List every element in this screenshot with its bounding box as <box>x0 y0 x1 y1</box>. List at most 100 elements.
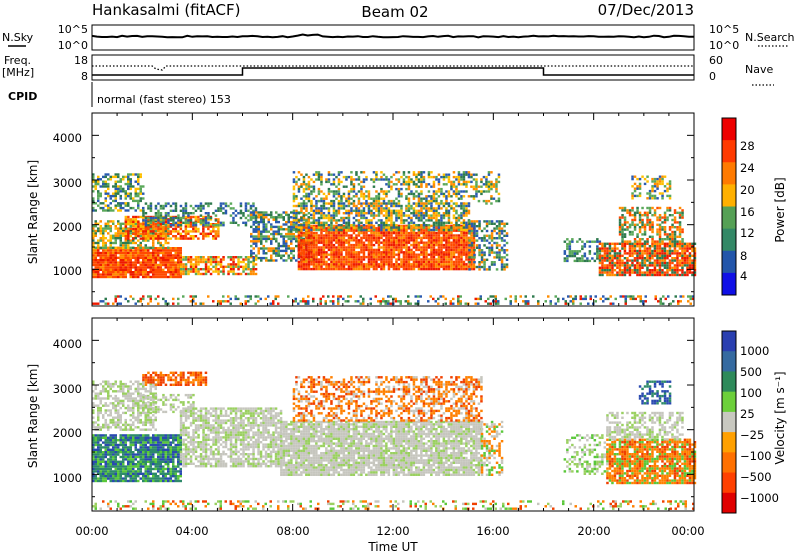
power-echo-cell <box>177 216 180 220</box>
power-echo-cell <box>400 231 403 235</box>
power-echo-cell <box>197 260 200 264</box>
power-echo-cell <box>114 254 117 257</box>
power-echo-cell <box>440 226 443 229</box>
power-echo-cell <box>327 295 330 298</box>
power-echo-cell <box>112 199 115 203</box>
power-echo-cell <box>312 197 316 200</box>
power-echo-cell <box>112 302 115 305</box>
noise-tick-right-bottom: 10^0 <box>709 39 739 52</box>
power-echo-cell <box>134 254 137 257</box>
power-echo-cell <box>179 232 183 235</box>
power-echo-cell <box>217 207 220 210</box>
power-echo-cell <box>162 237 165 240</box>
power-echo-cell <box>345 263 348 266</box>
power-echo-cell <box>412 192 416 196</box>
power-echo-cell <box>104 273 107 276</box>
power-echo-cell <box>437 267 441 271</box>
power-echo-cell <box>415 226 418 229</box>
power-echo-cell <box>302 204 306 208</box>
power-echo-cell <box>497 302 500 305</box>
power-echo-cell <box>342 239 346 242</box>
power-echo-cell <box>498 227 501 230</box>
power-echo-cell <box>219 221 223 224</box>
power-echo-cell <box>109 249 112 252</box>
power-echo-cell <box>317 190 321 193</box>
power-echo-cell <box>124 259 127 262</box>
power-echo-cell <box>485 178 488 181</box>
power-echo-cell <box>432 180 436 184</box>
power-echo-cell <box>164 237 167 240</box>
power-echo-cell <box>224 204 228 208</box>
power-echo-cell <box>122 178 125 181</box>
power-echo-cell <box>571 240 574 243</box>
power-echo-cell <box>322 246 326 249</box>
power-echo-cell <box>282 259 285 262</box>
power-echo-cell <box>405 236 408 240</box>
power-echo-cell <box>420 216 423 220</box>
power-echo-cell <box>250 252 253 255</box>
power-echo-cell <box>217 268 220 271</box>
power-echo-cell <box>260 256 263 260</box>
power-echo-cell <box>305 195 308 198</box>
power-echo-cell <box>310 231 313 235</box>
power-echo-cell <box>107 249 110 252</box>
power-echo-cell <box>134 220 138 223</box>
freq-line <box>92 67 694 76</box>
power-echo-cell <box>442 231 446 235</box>
power-echo-cell <box>596 254 599 258</box>
power-echo-cell <box>483 239 486 242</box>
power-echo-cell <box>127 263 130 267</box>
power-echo-cell <box>262 228 265 231</box>
power-echo-cell <box>325 178 328 181</box>
power-echo-cell <box>435 227 438 230</box>
power-echo-cell <box>192 235 195 238</box>
power-echo-cell <box>352 185 356 188</box>
power-echo-cell <box>387 263 391 266</box>
power-echo-cell <box>285 232 288 236</box>
power-echo-cell <box>157 249 160 252</box>
power-echo-cell <box>154 218 158 221</box>
power-echo-cell <box>602 300 605 303</box>
power-echo-cell <box>367 192 371 196</box>
power-echo-cell <box>485 258 489 261</box>
power-echo-cell <box>355 255 358 259</box>
power-echo-cell <box>467 251 471 254</box>
power-echo-cell <box>112 261 115 264</box>
power-echo-cell <box>149 232 152 235</box>
power-echo-cell <box>262 237 265 241</box>
power-echo-cell <box>127 254 130 257</box>
power-echo-cell <box>365 234 368 237</box>
power-echo-cell <box>440 243 443 247</box>
power-echo-cell <box>187 230 190 233</box>
power-echo-cell <box>112 249 115 252</box>
power-echo-cell <box>177 247 180 250</box>
power-echo-cell <box>249 272 253 276</box>
power-echo-cell <box>164 300 167 303</box>
power-echo-cell <box>616 271 619 274</box>
power-echo-cell <box>192 225 195 228</box>
power-echo-cell <box>97 254 100 257</box>
power-echo-cell <box>427 265 431 268</box>
power-echo-cell <box>498 225 501 228</box>
power-echo-cell <box>377 229 381 232</box>
power-echo-cell <box>157 212 160 215</box>
power-echo-cell <box>317 248 321 252</box>
power-echo-cell <box>107 268 110 271</box>
power-echo-cell <box>102 227 105 230</box>
power-echo-cell <box>129 220 133 223</box>
power-echo-cell <box>395 209 398 212</box>
power-echo-cell <box>144 235 148 238</box>
power-echo-cell <box>315 209 318 212</box>
power-echo-cell <box>335 190 338 193</box>
power-echo-cell <box>139 256 142 259</box>
power-echo-cell <box>367 224 371 227</box>
power-echo-cell <box>117 220 120 223</box>
power-echo-cell <box>144 230 148 233</box>
power-echo-cell <box>124 215 128 219</box>
power-echo-cell <box>124 235 128 238</box>
power-echo-cell <box>468 220 471 223</box>
power-echo-cell <box>395 171 398 174</box>
power-echo-cell <box>430 209 433 212</box>
power-echo-cell <box>332 214 336 217</box>
power-echo-cell <box>422 246 426 249</box>
